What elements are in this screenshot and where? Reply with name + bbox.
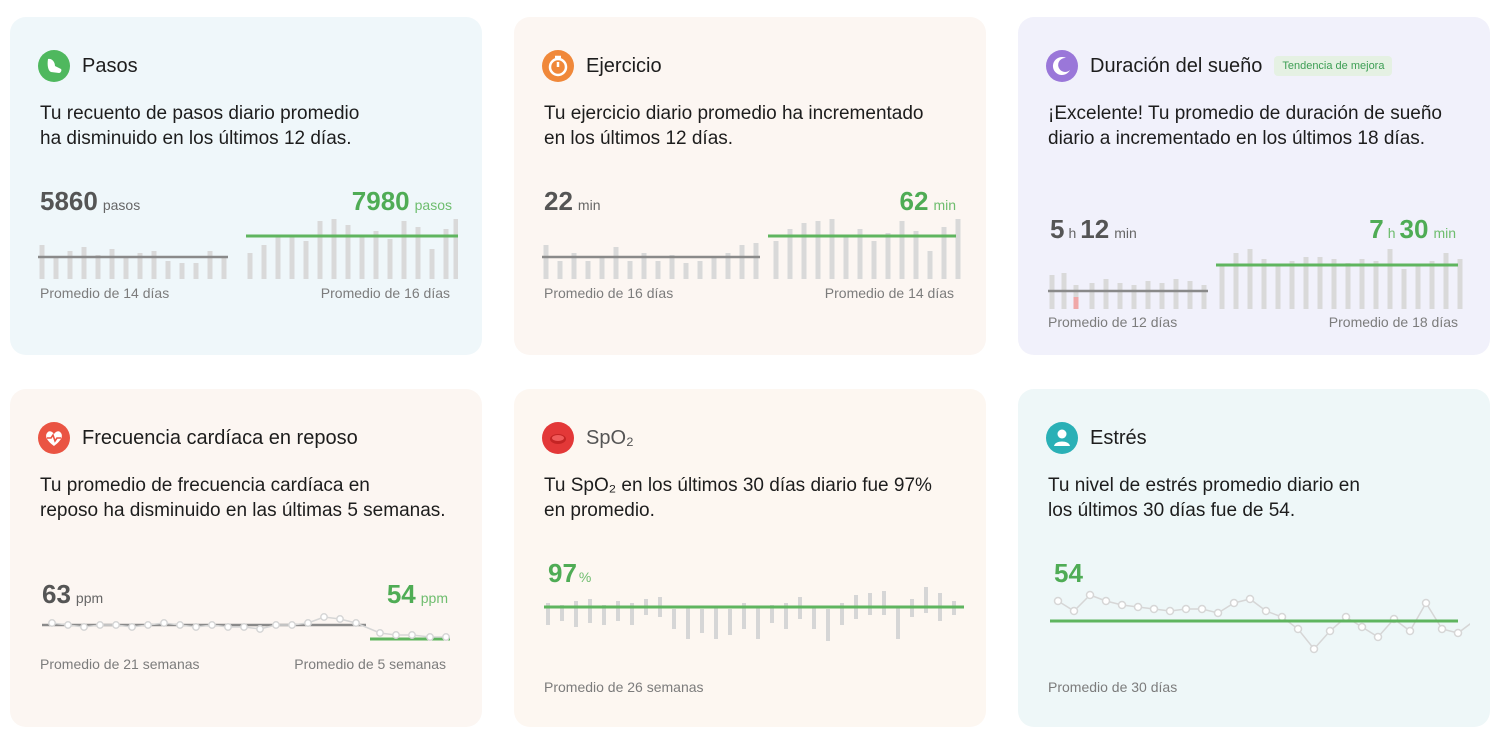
sleep-after-caption: Promedio de 18 días bbox=[1328, 314, 1458, 330]
heart-after-value: 54 ppm bbox=[386, 579, 448, 609]
steps-before-value: 5860 pasos bbox=[40, 186, 141, 216]
resting-heart-rate-card[interactable]: Frecuencia cardíaca en reposo Tu promedi… bbox=[10, 389, 482, 727]
heart-after-caption: Promedio de 5 semanas bbox=[294, 656, 446, 672]
stress-description: Tu nivel de estrés promedio diario en lo… bbox=[1048, 475, 1360, 521]
spo2-value: 97% bbox=[548, 558, 592, 588]
exercise-description: Tu ejercicio diario promedio ha incremen… bbox=[544, 103, 924, 149]
sleep-after-value: 7 h 30 min bbox=[1369, 214, 1456, 244]
heart-before-value: 63 ppm bbox=[42, 579, 104, 609]
blood-drop-icon bbox=[542, 422, 574, 454]
steps-before-caption: Promedio de 14 días bbox=[40, 285, 170, 301]
spo2-caption: Promedio de 26 semanas bbox=[544, 679, 704, 695]
spo2-deviation-chart bbox=[544, 587, 964, 641]
person-icon bbox=[1046, 422, 1078, 454]
sleep-before-caption: Promedio de 12 días bbox=[1048, 314, 1178, 330]
stopwatch-icon bbox=[542, 50, 574, 82]
sleep-bar-chart bbox=[1048, 249, 1463, 309]
steps-card[interactable]: Pasos Tu recuento de pasos diario promed… bbox=[10, 17, 482, 355]
footprint-icon bbox=[38, 50, 70, 82]
steps-bar-chart bbox=[38, 219, 458, 279]
sleep-description: ¡Excelente! Tu promedio de duración de s… bbox=[1048, 103, 1442, 149]
exercise-header: Ejercicio bbox=[542, 49, 662, 83]
spo2-card[interactable]: SpO₂ Tu SpO₂ en los últimos 30 días diar… bbox=[514, 389, 986, 727]
exercise-title: Ejercicio bbox=[586, 54, 662, 77]
stress-caption: Promedio de 30 días bbox=[1048, 679, 1178, 695]
steps-after-caption: Promedio de 16 días bbox=[320, 285, 450, 301]
heart-before-caption: Promedio de 21 semanas bbox=[40, 656, 200, 672]
heart-title: Frecuencia cardíaca en reposo bbox=[82, 426, 358, 449]
exercise-after-value: 62 min bbox=[899, 186, 956, 216]
spo2-title: SpO₂ bbox=[586, 426, 634, 449]
heart-pulse-icon bbox=[38, 422, 70, 454]
sleep-trend-badge: Tendencia de mejora bbox=[1274, 56, 1393, 76]
moon-icon bbox=[1046, 50, 1078, 82]
spo2-header: SpO₂ bbox=[542, 421, 634, 455]
stress-value: 54 bbox=[1054, 558, 1083, 588]
spo2-description: Tu SpO₂ en los últimos 30 días diario fu… bbox=[544, 475, 932, 521]
exercise-after-caption: Promedio de 14 días bbox=[824, 285, 954, 301]
steps-title: Pasos bbox=[82, 54, 138, 77]
sleep-card[interactable]: Duración del sueño Tendencia de mejora ¡… bbox=[1018, 17, 1490, 355]
stress-title: Estrés bbox=[1090, 426, 1147, 449]
exercise-card[interactable]: Ejercicio Tu ejercicio diario promedio h… bbox=[514, 17, 986, 355]
steps-header: Pasos bbox=[38, 49, 138, 83]
sleep-before-value: 5 h 12 min bbox=[1050, 214, 1137, 244]
exercise-before-caption: Promedio de 16 días bbox=[544, 285, 674, 301]
exercise-bar-chart bbox=[542, 219, 961, 279]
sleep-header: Duración del sueño Tendencia de mejora bbox=[1046, 49, 1393, 83]
exercise-before-value: 22 min bbox=[544, 186, 601, 216]
heart-line-chart bbox=[42, 613, 450, 641]
stress-line-chart bbox=[1050, 590, 1470, 654]
heart-header: Frecuencia cardíaca en reposo bbox=[38, 421, 358, 455]
steps-description: Tu recuento de pasos diario promedio ha … bbox=[40, 103, 360, 149]
heart-description: Tu promedio de frecuencia cardíaca en re… bbox=[40, 475, 446, 521]
steps-after-value: 7980 pasos bbox=[351, 186, 452, 216]
stress-card[interactable]: Estrés Tu nivel de estrés promedio diari… bbox=[1018, 389, 1490, 727]
stress-header: Estrés bbox=[1046, 421, 1147, 455]
sleep-title: Duración del sueño bbox=[1090, 54, 1263, 77]
